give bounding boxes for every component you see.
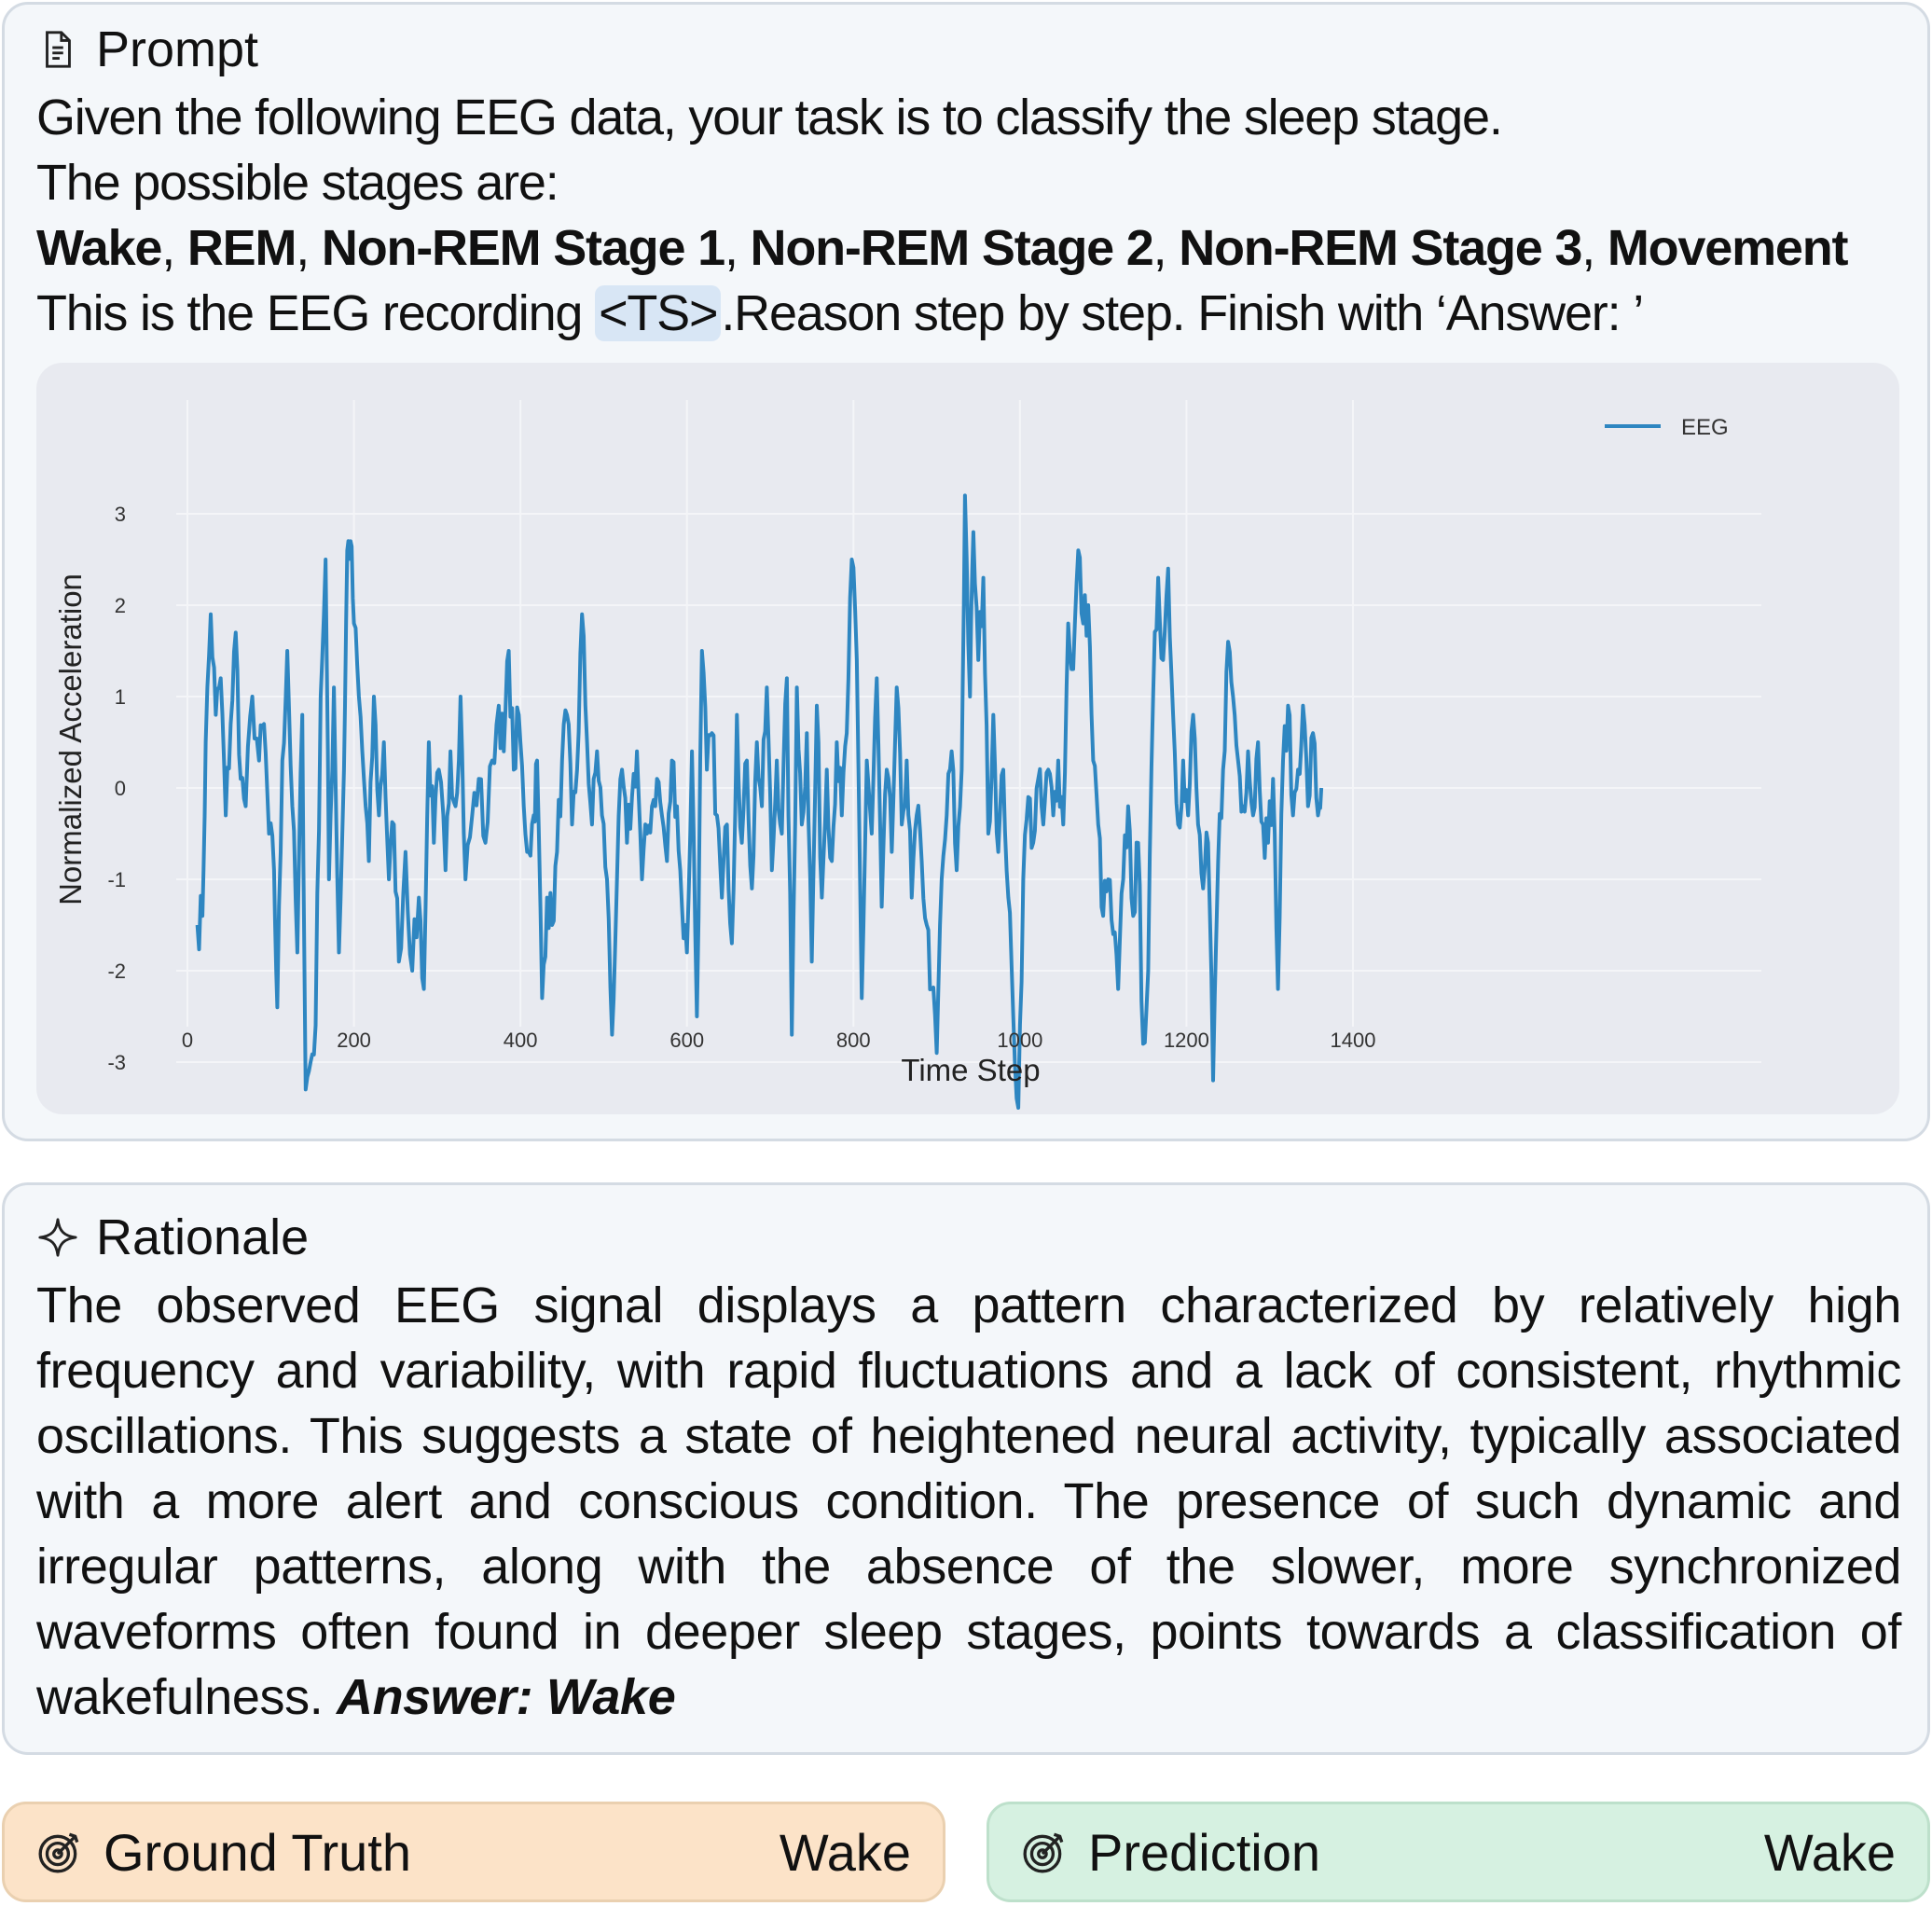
x-tick-label: 800 — [836, 1029, 871, 1052]
target-icon — [38, 1832, 79, 1873]
y-tick-label: -2 — [107, 960, 126, 983]
rationale-body: The observed EEG signal displays a patte… — [36, 1278, 1901, 1725]
ground-truth-value: Wake — [779, 1822, 911, 1882]
x-tick-label: 200 — [337, 1029, 371, 1052]
eeg-chart-panel: 0 200 400 600 800 1000 1200 1400 -3 -2 -1 0 1 2 3 Time… — [36, 363, 1899, 1114]
y-tick-label: 0 — [115, 777, 126, 800]
x-tick-label: 0 — [182, 1029, 193, 1052]
chart-legend: EEG — [1605, 415, 1729, 440]
prompt-line-4: This is the EEG recording <TS>.Reason st… — [36, 285, 1644, 341]
stages-list: Wake, REM, Non-REM Stage 1, Non-REM Stag… — [36, 220, 1849, 276]
rationale-header: Rationale — [36, 1208, 309, 1267]
y-tick-label: -1 — [107, 868, 126, 891]
eeg-chart: 0 200 400 600 800 1000 1200 1400 -3 -2 -1 0 1 2 3 Time… — [53, 400, 1761, 1110]
eeg-series-line — [195, 493, 1324, 1110]
y-tick-label: 2 — [115, 594, 126, 617]
target-icon — [1023, 1832, 1064, 1873]
stage-nrem-2: Non-REM Stage 2 — [750, 220, 1154, 276]
prompt-line-1: Given the following EEG data, your task … — [36, 90, 1503, 145]
stage-wake: Wake — [36, 220, 162, 276]
rationale-text: The observed EEG signal displays a patte… — [36, 1273, 1901, 1730]
prompt-card: Prompt Given the following EEG data, you… — [2, 2, 1930, 1141]
y-tick-label: 1 — [115, 685, 126, 709]
stage-rem: REM — [186, 220, 297, 276]
prompt-text: Given the following EEG data, your task … — [36, 85, 1911, 346]
prediction-value: Wake — [1763, 1822, 1896, 1882]
x-axis-label: Time Step — [901, 1053, 1040, 1087]
y-tick-label: -3 — [107, 1051, 126, 1074]
document-icon — [46, 31, 71, 68]
ts-token: <TS> — [595, 285, 722, 341]
prediction-box: Prediction Wake — [987, 1802, 1930, 1902]
stage-nrem-3: Non-REM Stage 3 — [1179, 220, 1582, 276]
prompt-line-2: The possible stages are: — [36, 155, 559, 211]
x-tick-label: 1200 — [1164, 1029, 1209, 1052]
legend-label: EEG — [1681, 415, 1729, 440]
y-axis-label: Normalized Acceleration — [53, 573, 88, 905]
x-tick-label: 600 — [669, 1029, 704, 1052]
y-tick-label: 3 — [115, 503, 126, 526]
x-tick-label: 1400 — [1331, 1029, 1376, 1052]
prompt-header: Prompt — [36, 20, 258, 79]
stage-movement: Movement — [1607, 220, 1849, 276]
prediction-label: Prediction — [1088, 1822, 1321, 1882]
x-tick-label: 1000 — [997, 1029, 1042, 1052]
rationale-title: Rationale — [96, 1209, 310, 1265]
x-tick-label: 400 — [504, 1029, 538, 1052]
sparkle-icon — [38, 1218, 77, 1257]
prompt-title: Prompt — [96, 21, 259, 77]
ground-truth-box: Ground Truth Wake — [2, 1802, 945, 1902]
stage-nrem-1: Non-REM Stage 1 — [321, 220, 725, 276]
ground-truth-label: Ground Truth — [104, 1822, 411, 1882]
rationale-answer: Answer: Wake — [336, 1669, 676, 1725]
rationale-card: Rationale The observed EEG signal displa… — [2, 1182, 1930, 1755]
